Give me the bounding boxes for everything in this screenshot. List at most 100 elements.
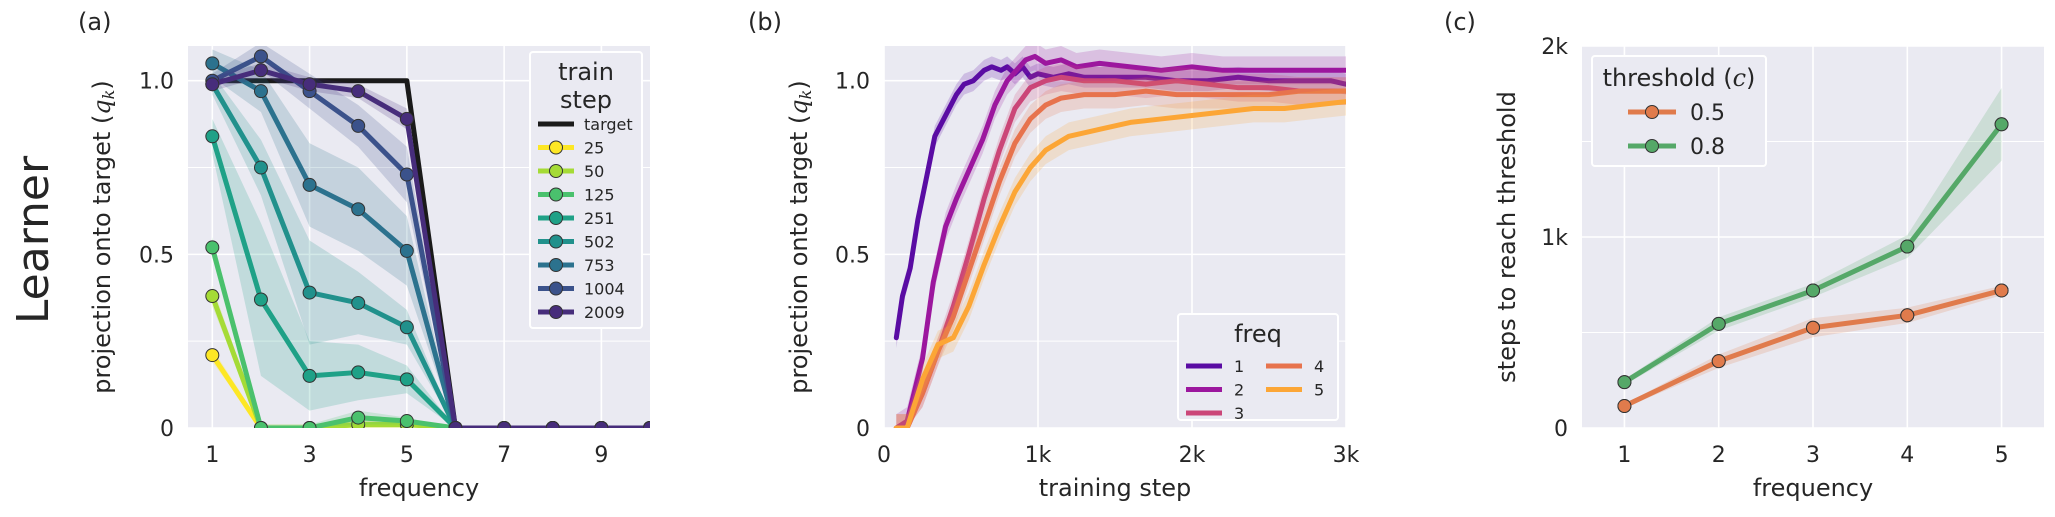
- data-point-0.5: [1900, 308, 1915, 323]
- data-point-25: [205, 348, 220, 363]
- data-point-50: [205, 289, 220, 304]
- legend-label-2: 2: [1234, 381, 1244, 400]
- series-line-target: [209, 78, 650, 428]
- x-tick-label: 2k: [1179, 443, 1206, 468]
- y-axis-label: projection onto target (qk): [88, 80, 118, 394]
- data-point-2009: [545, 421, 560, 428]
- panel-c: 1 2 3 4 5 0 1k 2k frequency steps to reach thresh…: [1444, 8, 2044, 502]
- y-axis-label: steps to reach threshold: [1493, 91, 1521, 383]
- data-point-125: [253, 421, 268, 428]
- x-tick-label: 1: [1617, 443, 1631, 468]
- series-line-5: [893, 99, 1346, 428]
- data-point-502: [253, 160, 268, 175]
- series-band-502: [212, 73, 650, 428]
- y-tick-label: 1k: [1541, 226, 1568, 251]
- data-point-502: [399, 320, 414, 335]
- legend-label-5: 5: [1314, 381, 1324, 400]
- legend-marker-125: [549, 187, 563, 202]
- data-point-753: [253, 84, 268, 99]
- y-axis-label-end: ): [88, 80, 116, 89]
- x-tick-label: 1: [205, 443, 219, 468]
- legend-title-math: c: [1733, 64, 1746, 92]
- legend-marker-25: [549, 140, 563, 155]
- data-point-251: [205, 129, 220, 144]
- data-point-251: [302, 368, 317, 383]
- series-band-1: [896, 56, 1346, 349]
- y-axis-label-math: q: [785, 99, 813, 114]
- legend-label-251: 251: [584, 209, 615, 228]
- data-point-753: [302, 177, 317, 192]
- plot-series: [205, 46, 650, 428]
- series-band-251: [212, 118, 650, 428]
- legend-marker-50: [549, 164, 563, 178]
- y-tick-label: 0.5: [835, 243, 870, 268]
- data-point-0.5: [1806, 320, 1820, 335]
- y-axis-label-text: steps to reach threshold: [1493, 91, 1521, 383]
- legend-label-2009: 2009: [584, 303, 625, 322]
- y-tick-label: 1.0: [139, 70, 174, 95]
- data-point-125: [302, 421, 317, 428]
- legend-label-125: 125: [584, 186, 615, 205]
- y-axis-label-sub: k: [796, 90, 815, 100]
- legend-label-25: 25: [584, 139, 604, 158]
- data-point-0.8: [1711, 316, 1726, 331]
- legend-label-0.8: 0.8: [1690, 135, 1725, 160]
- x-tick-label: 5: [400, 443, 414, 468]
- data-point-502: [351, 295, 366, 310]
- x-axis-label: frequency: [1753, 474, 1873, 502]
- data-point-753: [205, 56, 220, 71]
- legend-label-1004: 1004: [584, 280, 625, 299]
- legend-label-502: 502: [584, 233, 615, 252]
- x-tick-label: 9: [594, 443, 608, 468]
- legend-title: train: [558, 58, 614, 86]
- x-tick-label: 3k: [1333, 443, 1360, 468]
- plot-series: [893, 46, 1346, 428]
- data-point-0.8: [1900, 239, 1915, 254]
- series-band-3: [896, 63, 1346, 428]
- legend-box: [1177, 313, 1339, 421]
- data-point-0.5: [1994, 283, 2009, 298]
- data-point-1004: [399, 167, 414, 182]
- data-point-2009: [205, 77, 220, 92]
- series-band-0.8: [1624, 88, 2002, 386]
- legend-title: threshold (c): [1603, 64, 1756, 92]
- y-axis-label: projection onto target (qk): [785, 80, 815, 394]
- y-axis-label-text: projection onto target (: [88, 115, 116, 394]
- panel-label: (a): [78, 8, 111, 36]
- series-line-251: [209, 133, 650, 428]
- x-tick-label: 4: [1900, 443, 1914, 468]
- x-tick-label: 7: [497, 443, 511, 468]
- legend-label-4: 4: [1314, 357, 1324, 376]
- data-point-2009: [497, 421, 512, 428]
- data-point-2009: [448, 421, 463, 428]
- y-tick-label: 2k: [1541, 35, 1568, 60]
- series-line-1004: [209, 53, 650, 428]
- data-point-2009: [643, 421, 650, 428]
- x-axis-label: training step: [1039, 474, 1192, 502]
- series-line-125: [209, 244, 650, 428]
- legend-marker-0.5: [1645, 105, 1659, 119]
- data-point-2009: [351, 84, 366, 99]
- x-tick-label: 3: [303, 443, 317, 468]
- data-point-251: [351, 365, 366, 380]
- legend-marker-502: [549, 234, 563, 249]
- legend-title: freq: [1234, 320, 1282, 348]
- data-point-125: [205, 240, 220, 255]
- y-tick-label: 0.5: [139, 243, 174, 268]
- series-line-753: [209, 60, 650, 428]
- panel-label: (b): [748, 8, 782, 36]
- legend-title: step: [560, 86, 612, 114]
- data-point-251: [399, 372, 414, 387]
- data-point-1004: [351, 118, 366, 133]
- data-point-1004: [253, 49, 268, 64]
- x-tick-label: 2: [1712, 443, 1726, 468]
- y-axis-label-sub: k: [99, 90, 118, 100]
- plot-series: [1617, 88, 2009, 414]
- legend-label-753: 753: [584, 256, 615, 275]
- legend-marker-251: [549, 211, 563, 225]
- data-point-0.5: [1617, 399, 1632, 414]
- data-point-753: [399, 243, 414, 258]
- legend-label-0.5: 0.5: [1690, 101, 1725, 126]
